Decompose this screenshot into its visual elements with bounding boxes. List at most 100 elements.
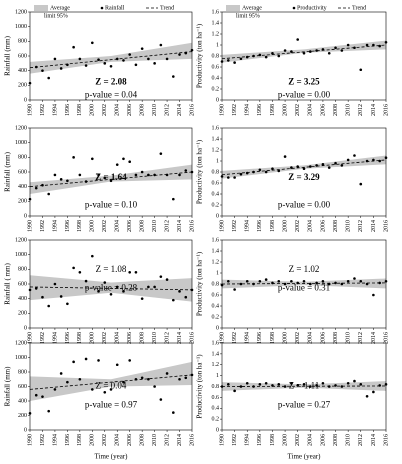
data-point xyxy=(302,51,306,55)
data-point xyxy=(378,159,381,163)
data-point xyxy=(233,176,236,179)
y-tick-label: 1200 xyxy=(15,237,27,243)
x-tick-label: 2006 xyxy=(320,104,326,116)
data-point xyxy=(159,275,163,278)
confidence-band xyxy=(30,42,192,74)
x-tick-label: 1996 xyxy=(257,104,263,116)
data-point xyxy=(128,160,131,164)
y-tick-label: 0 xyxy=(24,97,27,103)
data-point xyxy=(115,163,119,166)
y-tick-label: 0.4 xyxy=(212,406,220,412)
y-tick-label: 200 xyxy=(18,199,27,205)
y-axis-label: Rainfall (mm) xyxy=(4,366,12,407)
data-point xyxy=(321,163,325,166)
x-tick-label: 2012 xyxy=(358,332,364,344)
data-point xyxy=(97,173,100,177)
x-tick-label: 1994 xyxy=(245,220,251,232)
y-tick-label: 1000 xyxy=(15,24,27,30)
x-tick-label: 2014 xyxy=(371,332,377,344)
data-point xyxy=(91,157,94,161)
data-point xyxy=(134,173,138,177)
data-point xyxy=(97,58,100,61)
x-tick-label: 1996 xyxy=(65,104,71,116)
data-point xyxy=(122,157,125,161)
legend-marker xyxy=(292,6,296,10)
annotation: p-value = 0.31 xyxy=(278,282,330,292)
x-tick-label: 1998 xyxy=(270,434,276,446)
x-tick-label: 1992 xyxy=(40,434,46,446)
annotation: Z = 1.02 xyxy=(289,264,320,274)
data-point xyxy=(72,360,75,364)
x-tick-label: 2012 xyxy=(164,220,170,232)
y-tick-label: 0 xyxy=(216,325,219,331)
x-tick-label: 2002 xyxy=(102,104,108,116)
x-tick-label: 2004 xyxy=(308,434,314,446)
data-point xyxy=(239,385,243,388)
data-point xyxy=(153,62,156,65)
data-point xyxy=(384,383,388,386)
x-tick-label: 2016 xyxy=(189,104,195,116)
y-tick-label: 1200 xyxy=(15,340,27,346)
y-tick-label: 0.8 xyxy=(212,169,220,175)
data-point xyxy=(315,49,318,52)
data-point xyxy=(277,54,281,58)
data-point xyxy=(28,81,32,85)
legend-label: Rainfall xyxy=(105,4,125,11)
data-point xyxy=(271,281,274,285)
y-tick-label: 1 xyxy=(216,373,219,379)
y-axis-label: Rainfall (mm) xyxy=(4,151,12,192)
data-point xyxy=(59,372,63,375)
x-tick-label: 2000 xyxy=(90,220,96,232)
data-point xyxy=(327,385,331,388)
y-tick-label: 800 xyxy=(18,39,27,45)
data-point xyxy=(66,179,69,183)
data-point xyxy=(115,57,119,61)
data-point xyxy=(239,282,243,286)
data-point xyxy=(28,197,32,201)
x-tick-label: 2008 xyxy=(333,332,339,344)
data-point xyxy=(309,165,312,168)
data-point xyxy=(334,384,337,387)
y-tick-label: 1 xyxy=(216,158,219,164)
annotation: Z = 1.11 xyxy=(289,381,320,391)
data-point xyxy=(47,192,50,196)
data-point xyxy=(159,43,163,47)
x-tick-label: 2004 xyxy=(308,104,314,116)
y-tick-label: 1.2 xyxy=(212,31,220,37)
data-point xyxy=(165,372,169,375)
data-point xyxy=(134,270,138,274)
data-point xyxy=(283,155,287,158)
x-tick-label: 1994 xyxy=(245,104,251,116)
x-tick-label: 1994 xyxy=(245,434,251,446)
y-tick-label: 0 xyxy=(216,427,219,433)
data-point xyxy=(283,282,287,286)
data-point xyxy=(277,383,281,386)
y-tick-label: 600 xyxy=(18,53,27,59)
data-point xyxy=(78,377,82,381)
data-point xyxy=(28,412,32,415)
data-point xyxy=(103,391,107,394)
data-point xyxy=(41,395,44,398)
data-point xyxy=(115,285,119,289)
x-tick-label: 2012 xyxy=(164,104,170,116)
data-point xyxy=(153,173,156,177)
x-tick-label: 1990 xyxy=(219,434,225,446)
legend-label: Productivity xyxy=(297,5,327,11)
data-point xyxy=(227,279,230,283)
x-tick-label: 2014 xyxy=(177,434,183,446)
data-point xyxy=(372,158,375,162)
x-tick-label: 2004 xyxy=(308,220,314,232)
x-tick-label: 1998 xyxy=(270,104,276,116)
data-point xyxy=(109,292,113,296)
legend-label: limit 95% xyxy=(236,13,260,19)
x-tick-label: 1990 xyxy=(27,104,33,116)
data-point xyxy=(315,281,318,285)
data-point xyxy=(78,270,82,274)
data-point xyxy=(153,385,156,388)
data-point xyxy=(147,57,150,61)
y-tick-label: 1.4 xyxy=(212,248,220,254)
data-point xyxy=(359,68,363,72)
y-tick-label: 0.4 xyxy=(212,75,220,81)
data-point xyxy=(245,279,249,283)
data-point xyxy=(140,170,144,174)
